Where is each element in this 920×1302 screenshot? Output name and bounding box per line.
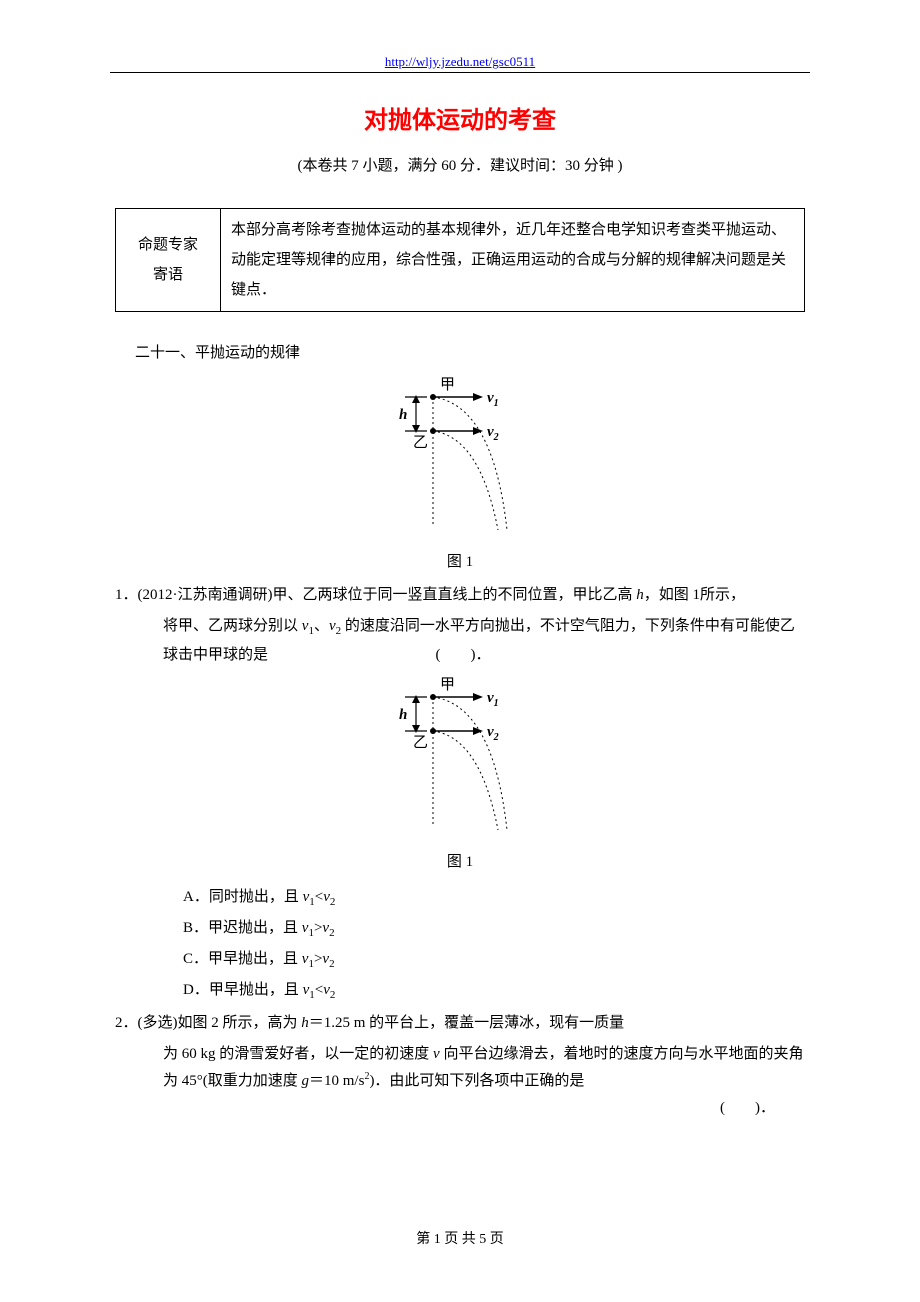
projectile-diagram-icon: 甲 h v1 v2 乙: [385, 375, 535, 535]
opt-a-s2: 2: [330, 896, 336, 908]
opt-c-s2: 2: [329, 958, 335, 970]
opt-d-pre: D．甲早抛出，且: [183, 982, 303, 998]
option-a: A．同时抛出，且 v1<v2: [183, 882, 805, 913]
label-v2-r: v2: [487, 724, 499, 743]
label-v2: v2: [487, 424, 499, 443]
opt-d-s2: 2: [330, 989, 336, 1001]
footer-post: 页: [486, 1232, 504, 1247]
expert-box: 命题专家 寄语 本部分高考除考查抛体运动的基本规律外，近几年还整合电学知识考查类…: [115, 208, 805, 312]
q2-prefix: 2．(多选)如图 2 所示，高为: [115, 1015, 301, 1031]
q1-body2: 、: [314, 618, 329, 634]
q1-v2: v: [329, 618, 336, 634]
figure-1-repeat: 甲 h v1 v2 乙 图 1: [115, 675, 805, 876]
opt-a-pre: A．同时抛出，且: [183, 889, 303, 905]
header-rule: [110, 72, 810, 73]
opt-c-pre: C．甲早抛出，且: [183, 951, 302, 967]
label-jia: 甲: [440, 377, 455, 393]
header-link[interactable]: http://wljy.jzedu.net/gsc0511: [0, 50, 920, 73]
figure-1-caption: 图 1: [115, 549, 805, 576]
q2-v: v: [433, 1046, 440, 1062]
label-h-r: h: [399, 707, 407, 723]
label-yi-r: 乙: [413, 735, 428, 751]
q1-mid1: ，如图 1所示，: [644, 587, 745, 603]
opt-b-s2: 2: [329, 927, 335, 939]
label-yi: 乙: [413, 435, 428, 451]
q2-line2c: ＝10 m/s: [309, 1073, 364, 1089]
question-2-body: 为 60 kg 的滑雪爱好者，以一定的初速度 v 向平台边缘滑去，着地时的速度方…: [163, 1041, 805, 1095]
q2-line2a: 为 60 kg 的滑雪爱好者，以一定的初速度: [163, 1046, 433, 1062]
q2-h: h: [301, 1015, 309, 1031]
option-c: C．甲早抛出，且 v1>v2: [183, 944, 805, 975]
question-1: 1．(2012·江苏南通调研)甲、乙两球位于同一竖直直线上的不同位置，甲比乙高 …: [115, 582, 805, 609]
footer-pre: 第: [416, 1232, 434, 1247]
question-1-body: 将甲、乙两球分别以 v1、v2 的速度沿同一水平方向抛出，不计空气阻力，下列条件…: [163, 613, 805, 669]
expert-left-line2: 寄语: [126, 260, 210, 290]
label-v1-r: v1: [487, 690, 499, 709]
label-h: h: [399, 407, 407, 423]
page-subtitle: (本卷共 7 小题，满分 60 分．建议时间：30 分钟 ): [115, 153, 805, 180]
q1-prefix: 1．(2012·江苏南通调研)甲、乙两球位于同一竖直直线上的不同位置，甲比乙高: [115, 587, 636, 603]
question-2: 2．(多选)如图 2 所示，高为 h＝1.25 m 的平台上，覆盖一层薄冰，现有…: [115, 1010, 805, 1037]
projectile-diagram-icon: 甲 h v1 v2 乙: [385, 675, 535, 835]
q2-blank-row: ( )．: [115, 1095, 805, 1122]
footer-mid: 页 共: [441, 1232, 480, 1247]
option-b: B．甲迟抛出，且 v1>v2: [183, 913, 805, 944]
opt-d-v2: v: [323, 982, 330, 998]
footer-page: 1: [434, 1232, 441, 1247]
label-jia-r: 甲: [440, 677, 455, 693]
opt-d-op: <: [315, 982, 323, 998]
page-title: 对抛体运动的考查: [115, 100, 805, 143]
page-footer: 第 1 页 共 5 页: [0, 1227, 920, 1252]
q2-line2d: )．由此可知下列各项中正确的是: [369, 1073, 584, 1089]
figure-1: 甲 h v1 v2 乙 图 1: [115, 375, 805, 576]
q1-options: A．同时抛出，且 v1<v2 B．甲迟抛出，且 v1>v2 C．甲早抛出，且 v…: [183, 882, 805, 1006]
option-d: D．甲早抛出，且 v1<v2: [183, 975, 805, 1006]
q2-g: g: [302, 1073, 310, 1089]
label-v1: v1: [487, 390, 499, 409]
expert-box-left: 命题专家 寄语: [116, 209, 221, 312]
q2-mid1: ＝1.25 m 的平台上，覆盖一层薄冰，现有一质量: [309, 1015, 624, 1031]
q1-h: h: [636, 587, 644, 603]
q2-blank: ( )．: [720, 1095, 775, 1122]
section-heading: 二十一、平抛运动的规律: [135, 340, 805, 367]
opt-a-v2: v: [323, 889, 330, 905]
opt-b-pre: B．甲迟抛出，且: [183, 920, 302, 936]
q1-body1: 将甲、乙两球分别以: [163, 618, 302, 634]
expert-box-right: 本部分高考除考查抛体运动的基本规律外，近几年还整合电学知识考查类平抛运动、动能定…: [221, 209, 805, 312]
figure-1-caption-r: 图 1: [115, 849, 805, 876]
opt-a-op: <: [315, 889, 323, 905]
q1-blank: ( )．: [436, 642, 491, 669]
expert-left-line1: 命题专家: [126, 230, 210, 260]
